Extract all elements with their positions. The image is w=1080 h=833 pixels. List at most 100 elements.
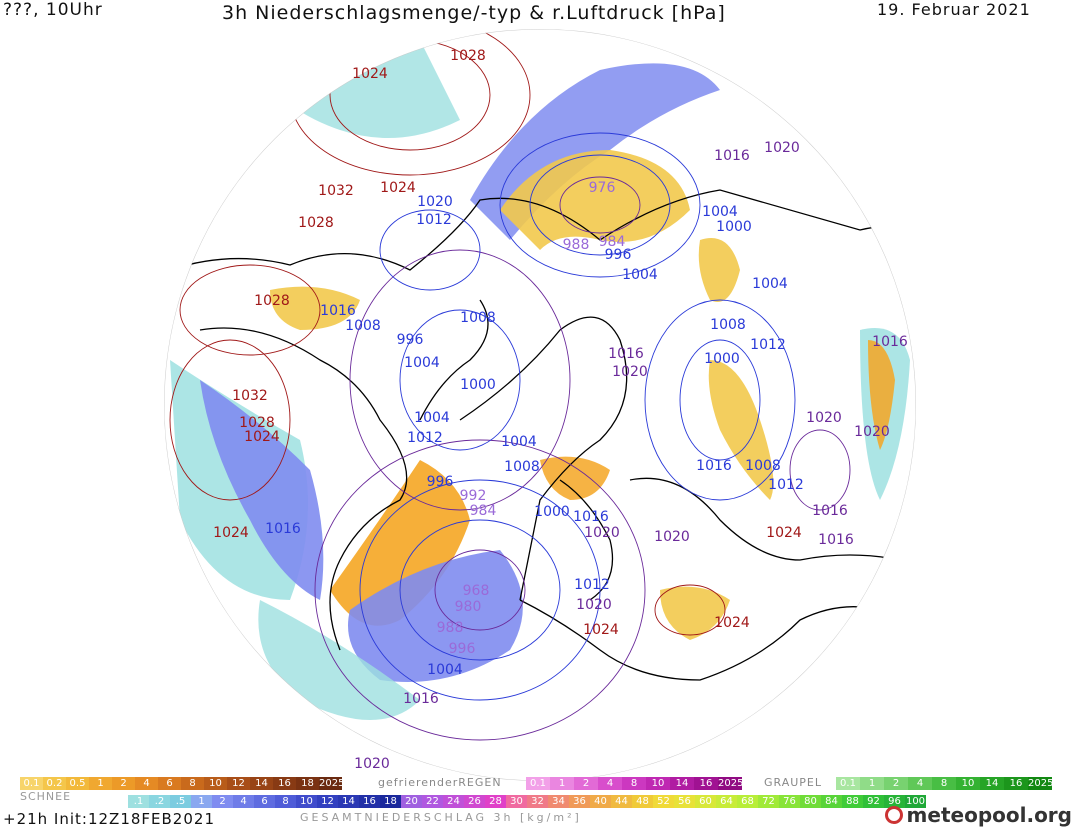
header-left: ???, 10Uhr	[3, 0, 103, 20]
legend-cell: 14	[670, 777, 694, 790]
pressure-label: 1004	[702, 204, 738, 220]
pressure-label: 1012	[768, 477, 804, 493]
legend-cell: 68	[737, 795, 758, 808]
legend-cell: 10	[204, 777, 227, 790]
pressure-label: 1008	[745, 458, 781, 474]
pressure-label: 1012	[574, 577, 610, 593]
pressure-label: 1016	[320, 303, 356, 319]
legend-cell: 34	[548, 795, 569, 808]
legend-cell: 2025+	[319, 777, 353, 790]
pressure-label: 1020	[584, 525, 620, 541]
legend-cell: 2	[574, 777, 598, 790]
pressure-label: 1004	[752, 276, 788, 292]
legend-cell: 80	[800, 795, 821, 808]
pressure-label: 1004	[414, 410, 450, 426]
pressure-label: 1032	[318, 183, 354, 199]
pressure-label: 976	[589, 180, 616, 196]
pressure-label: 1024	[583, 622, 619, 638]
pressure-label: 1020	[576, 597, 612, 613]
snow-band-west	[200, 380, 324, 600]
legend-cell: 36	[569, 795, 590, 808]
valid-date: 19. Februar 2021	[877, 0, 1031, 19]
legend-cell: 18	[296, 777, 319, 790]
pressure-label: 996	[449, 641, 476, 657]
pressure-label: 1016	[872, 334, 908, 350]
total-precip-legend: .1.2.5 1 2 4 6 8 10 12 14 16 18 20 22 24 26 28 30 32 34 36 4…	[128, 795, 926, 808]
legend-cell: 14	[980, 777, 1004, 790]
legend-cell: 16	[694, 777, 718, 790]
pressure-label: 1020	[806, 410, 842, 426]
legend-cell: 8	[622, 777, 646, 790]
legend-cell: 4	[135, 777, 158, 790]
pressure-label: 1024	[352, 66, 388, 82]
legend-cell: 24	[443, 795, 464, 808]
pressure-label: 988	[563, 237, 590, 253]
map-disc	[164, 29, 916, 781]
pressure-label: 1028	[239, 415, 275, 431]
legend-cell: 100	[905, 795, 926, 808]
rain-siberia	[698, 238, 740, 302]
legend-cell: 4	[908, 777, 932, 790]
legend-cell: 56	[674, 795, 695, 808]
snow-legend: 0.1 0.2 0.5 1 2 4 6 8 10 12 14 16 18 2025+	[20, 777, 353, 790]
graupel-label: GRAUPEL	[764, 776, 823, 789]
legend-cell: 12	[227, 777, 250, 790]
pressure-label: 1004	[404, 355, 440, 371]
freezing-rain-legend: 0.1 1 2 4 8 10 14 16 2025+	[526, 777, 752, 790]
pressure-label: 1024	[766, 525, 802, 541]
legend-cell: 22	[422, 795, 443, 808]
legend-cell: 8	[181, 777, 204, 790]
pressure-label: 996	[397, 332, 424, 348]
pressure-label: 1012	[416, 212, 452, 228]
legend-cell: 64	[716, 795, 737, 808]
freezing-rain-label: gefrierenderREGEN	[378, 776, 502, 789]
isobars	[169, 29, 851, 741]
legend-cell: 2	[884, 777, 908, 790]
coastlines	[169, 189, 916, 681]
legend-cell: 0.1	[836, 777, 860, 790]
snow-legend-label: SCHNEE	[20, 790, 72, 803]
legend-cell: 16	[359, 795, 380, 808]
map-title: 3h Niederschlagsmenge/-typ & r.Luftdruck…	[222, 2, 726, 24]
pressure-label: 1020	[654, 529, 690, 545]
snow-low-atlantic	[348, 550, 523, 682]
pressure-label: 1016	[403, 691, 439, 707]
pressure-label: 1020	[612, 364, 648, 380]
pressure-label: 968	[463, 583, 490, 599]
pressure-label: 1004	[427, 662, 463, 678]
pressure-label: 1028	[450, 48, 486, 64]
graupel-legend: 0.1 1 2 4 8 10 14 16 2025+	[836, 777, 1062, 790]
legend-cell: .1	[128, 795, 149, 808]
legend-cell: 96	[884, 795, 905, 808]
pressure-label: 1016	[714, 148, 750, 164]
legend-cell: 10	[296, 795, 317, 808]
legend-cell: 52	[653, 795, 674, 808]
pressure-label: 1004	[622, 267, 658, 283]
legend-cell: 6	[254, 795, 275, 808]
legend-cell: 4	[598, 777, 622, 790]
legend-cell: 16	[273, 777, 296, 790]
legend-cell: 0.2	[43, 777, 66, 790]
legend-cell: 6	[158, 777, 181, 790]
snow-field-south	[258, 600, 420, 720]
legend-cell: 2025+	[718, 777, 752, 790]
legend-cell: 1	[89, 777, 112, 790]
total-precip-label: GESAMTNIEDERSCHLAG 3h [kg/m²]	[300, 811, 582, 824]
rain-asia	[708, 360, 774, 500]
pressure-label: 1000	[460, 377, 496, 393]
rain-swirl-north	[500, 150, 690, 250]
pressure-label: 1000	[716, 219, 752, 235]
legend-cell: 26	[464, 795, 485, 808]
legend-cell: 18	[380, 795, 401, 808]
legend-cell: 32	[527, 795, 548, 808]
legend-cell: 12	[317, 795, 338, 808]
legend-cell: 0.1	[20, 777, 43, 790]
legend-cell: 60	[695, 795, 716, 808]
pressure-label: 988	[437, 620, 464, 636]
pressure-label: 1016	[812, 503, 848, 519]
pressure-label: 1028	[254, 293, 290, 309]
pressure-label: 1016	[608, 346, 644, 362]
pressure-label: 1008	[460, 310, 496, 326]
pressure-label: 1000	[704, 351, 740, 367]
pressure-label: 1012	[407, 430, 443, 446]
